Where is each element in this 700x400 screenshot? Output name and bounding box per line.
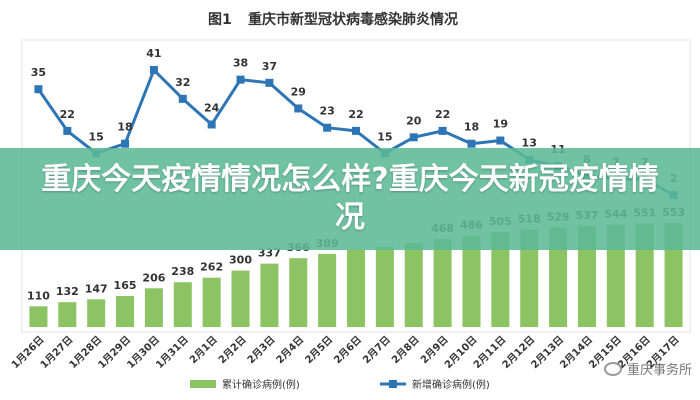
line-point-17 xyxy=(496,136,505,145)
bar-value-label-1: 110 xyxy=(27,289,50,302)
line-point-10 xyxy=(294,104,303,113)
bar-20 xyxy=(577,226,596,327)
line-point-6 xyxy=(178,94,187,103)
legend-label-cumulative: 累计确诊病例(例) xyxy=(222,378,300,391)
bar-value-label-5: 206 xyxy=(142,271,165,284)
line-value-label-8: 38 xyxy=(233,57,248,70)
line-point-2 xyxy=(63,126,72,135)
bar-6 xyxy=(173,282,192,327)
bar-11 xyxy=(318,253,337,327)
line-point-11 xyxy=(323,123,332,132)
line-point-15 xyxy=(438,126,447,135)
line-value-label-10: 29 xyxy=(291,85,306,98)
line-value-label-12: 22 xyxy=(348,108,363,121)
x-tick-label-8: 2月2日 xyxy=(216,334,248,366)
bar-value-label-7: 262 xyxy=(200,261,223,274)
chart-title: 重庆市新型冠状病毒感染肺炎情况 xyxy=(248,11,458,28)
x-tick-label-12: 2月6日 xyxy=(332,334,364,366)
line-value-label-1: 35 xyxy=(31,66,46,79)
line-point-8 xyxy=(236,75,245,84)
line-value-label-11: 23 xyxy=(319,105,334,118)
bar-9 xyxy=(260,263,279,327)
bar-value-label-4: 165 xyxy=(114,279,137,292)
bar-4 xyxy=(116,295,135,327)
bar-3 xyxy=(87,299,106,327)
line-point-16 xyxy=(467,139,476,148)
bar-8 xyxy=(231,270,250,327)
x-tick-label-10: 2月4日 xyxy=(274,334,306,366)
watermark: 重庆事务所 xyxy=(603,359,692,378)
bar-12 xyxy=(347,249,365,327)
overlay-banner: 重庆今天疫情情况怎么样?重庆今天新冠疫情情况 xyxy=(0,148,700,250)
bar-17 xyxy=(491,232,510,327)
bar-value-label-3: 147 xyxy=(85,282,108,295)
watermark-text: 重庆事务所 xyxy=(626,363,692,378)
bar-value-label-8: 300 xyxy=(229,254,252,267)
line-value-label-15: 22 xyxy=(435,108,450,121)
line-point-1 xyxy=(34,85,43,94)
bar-2 xyxy=(58,302,77,327)
wechat-icon xyxy=(603,361,622,376)
line-point-5 xyxy=(149,66,158,74)
bar-5 xyxy=(144,288,163,327)
line-value-label-4: 18 xyxy=(117,121,132,134)
chart-title-prefix: 图1 xyxy=(208,12,232,28)
line-value-label-6: 32 xyxy=(175,76,190,89)
line-value-label-17: 19 xyxy=(493,118,508,131)
x-tick-label-11: 2月5日 xyxy=(303,334,335,366)
line-value-label-7: 24 xyxy=(204,101,220,114)
bar-16 xyxy=(462,235,481,327)
line-point-9 xyxy=(265,78,274,87)
line-value-label-2: 22 xyxy=(60,108,75,121)
line-value-label-9: 37 xyxy=(262,60,277,73)
x-tick-label-7: 2月1日 xyxy=(187,334,219,366)
x-tick-label-14: 2月8日 xyxy=(389,334,421,366)
bar-13 xyxy=(375,246,394,327)
bar-18 xyxy=(520,229,539,327)
line-point-12 xyxy=(352,126,360,135)
bar-10 xyxy=(289,258,308,327)
x-tick-label-13: 2月7日 xyxy=(361,334,393,366)
line-value-label-18: 13 xyxy=(522,137,537,150)
banner-title: 重庆今天疫情情况怎么样?重庆今天新冠疫情情况 xyxy=(41,162,659,235)
bar-14 xyxy=(404,243,423,327)
line-point-4 xyxy=(121,139,130,148)
bar-value-label-6: 238 xyxy=(171,265,194,278)
legend-marker-new xyxy=(389,380,397,388)
line-value-label-13: 15 xyxy=(377,130,392,143)
bar-21 xyxy=(606,224,625,327)
line-value-label-16: 18 xyxy=(464,121,479,134)
bar-15 xyxy=(433,238,452,327)
bar-value-label-2: 132 xyxy=(56,285,79,298)
legend-swatch-cumulative xyxy=(190,380,216,388)
legend-label-new: 新增确诊病例(例) xyxy=(412,378,490,391)
line-point-7 xyxy=(207,120,216,129)
bar-19 xyxy=(549,227,568,327)
line-point-14 xyxy=(409,133,418,142)
bar-1 xyxy=(29,306,48,327)
line-value-label-14: 20 xyxy=(406,114,422,127)
line-value-label-3: 15 xyxy=(89,130,104,143)
x-tick-label-9: 2月3日 xyxy=(245,334,277,366)
bar-7 xyxy=(202,277,221,327)
line-value-label-5: 41 xyxy=(146,47,161,60)
